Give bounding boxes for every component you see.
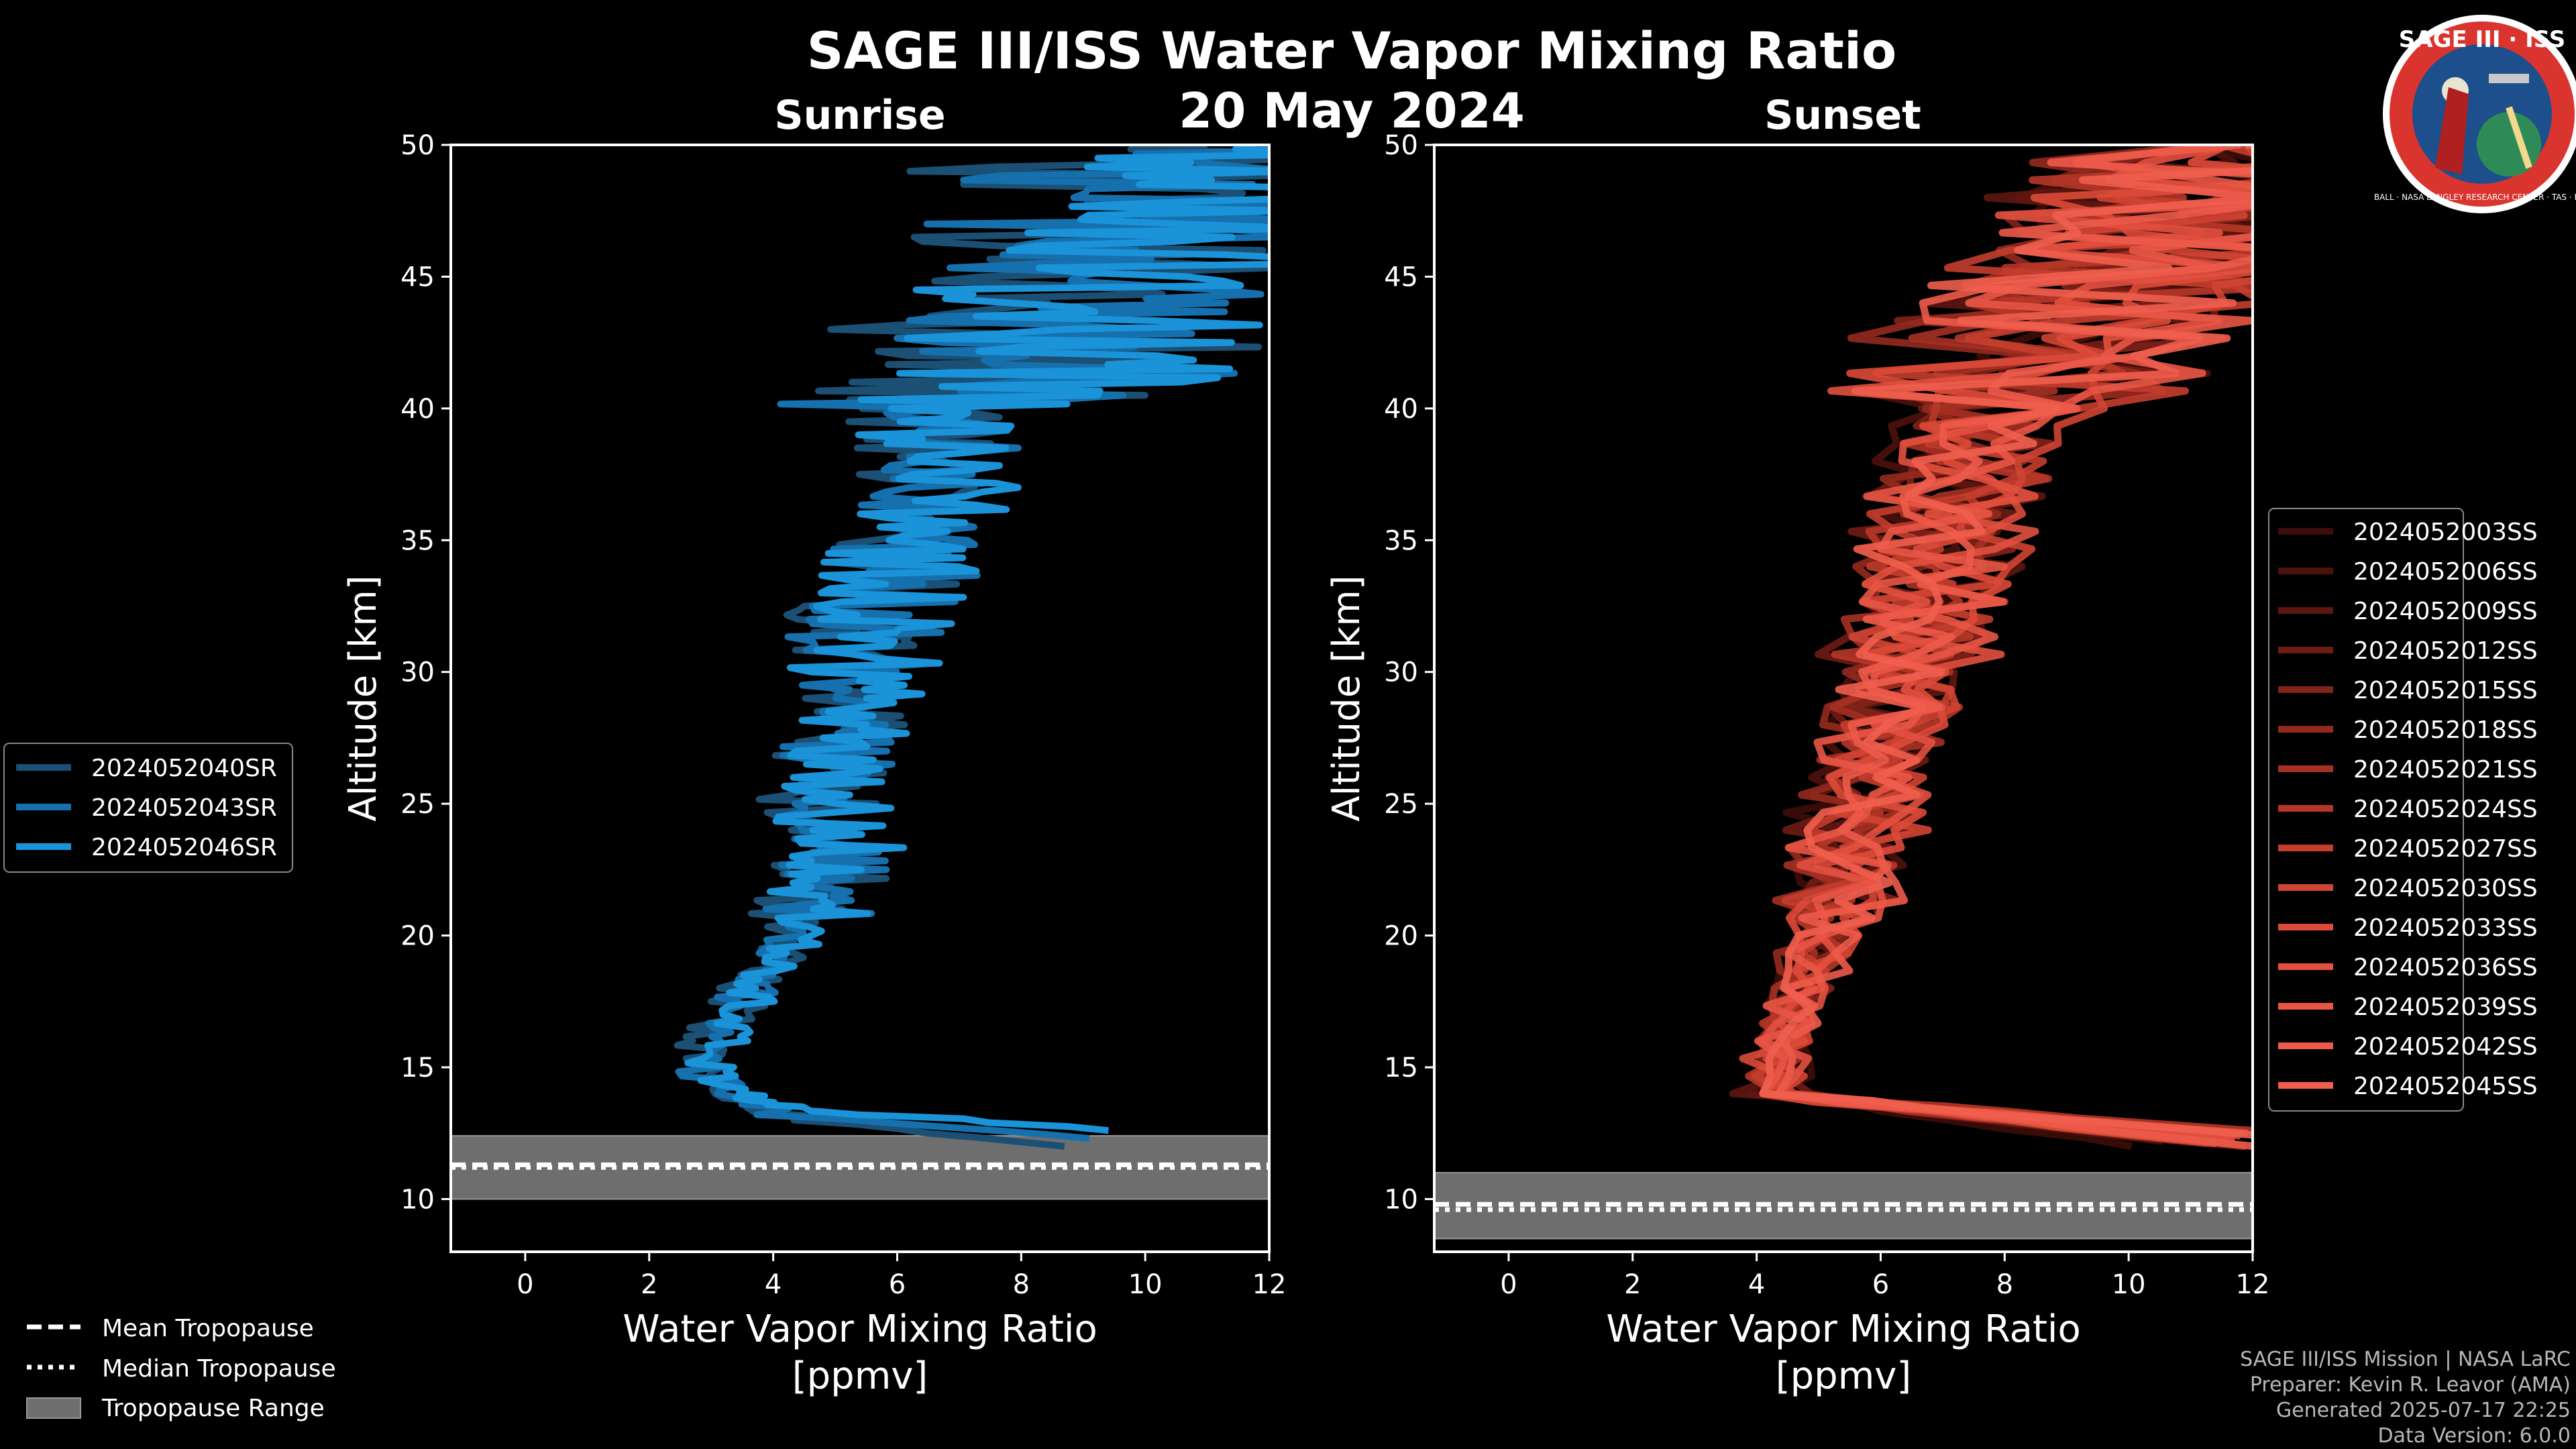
sunset-xtick-label: 12 <box>2236 1269 2270 1300</box>
sunrise-xtick-label: 8 <box>1013 1269 1030 1300</box>
sunset-ytick-label: 45 <box>1384 262 1418 292</box>
legend-label-2024052030SS: 2024052030SS <box>2353 875 2538 902</box>
credit-line-4: Data Version: 6.0.0 <box>2378 1424 2571 1448</box>
sunset-ytick-label: 25 <box>1384 789 1418 820</box>
legend-label-2024052033SS: 2024052033SS <box>2353 914 2538 942</box>
credit-line-1: SAGE III/ISS Mission | NASA LaRC <box>2240 1348 2571 1371</box>
sunset-ytick-label: 50 <box>1384 130 1418 161</box>
sunset-xlabel-line1: Water Vapor Mixing Ratio <box>1606 1307 2080 1351</box>
legend-label-2024052018SS: 2024052018SS <box>2353 716 2538 744</box>
sunset-panel: Sunset 0 2 4 6 8 10 12 10 15 20 25 30 35 40 45 50 Water… <box>1325 92 2270 1398</box>
sunset-ytick-label: 30 <box>1384 657 1418 688</box>
sunset-xtick-label: 4 <box>1748 1269 1765 1300</box>
sunrise-ytick-label: 35 <box>400 525 435 556</box>
sunrise-xtick-label: 4 <box>765 1269 782 1300</box>
sunrise-panel-title: Sunrise <box>774 92 945 139</box>
legend-label-2024052003SS: 2024052003SS <box>2353 519 2538 546</box>
sunrise-ytick-label: 15 <box>400 1053 435 1083</box>
sunset-axes-frame <box>1433 144 2254 1253</box>
legend-label-2024052006SS: 2024052006SS <box>2353 558 2538 586</box>
sunrise-xtick-label: 0 <box>517 1269 533 1300</box>
legend-label-2024052039SS: 2024052039SS <box>2353 994 2538 1021</box>
credits: SAGE III/ISS Mission | NASA LaRC Prepare… <box>2240 1348 2571 1448</box>
legend-label-2024052045SS: 2024052045SS <box>2353 1073 2538 1100</box>
sunrise-xtick-label: 12 <box>1252 1269 1287 1300</box>
sunrise-xtick-label: 10 <box>1128 1269 1163 1300</box>
sunset-xtick-label: 8 <box>1996 1269 2013 1300</box>
sunset-xtick-label: 2 <box>1624 1269 1641 1300</box>
legend-label-2024052012SS: 2024052012SS <box>2353 637 2538 665</box>
legend-label-2024052027SS: 2024052027SS <box>2353 835 2538 863</box>
sunrise-ytick-label: 45 <box>400 262 435 292</box>
legend-label-2024052024SS: 2024052024SS <box>2353 796 2538 823</box>
legend-label-2024052042SS: 2024052042SS <box>2353 1033 2538 1061</box>
tropopause-range-swatch <box>26 1397 81 1419</box>
sunset-legend: 2024052003SS 2024052006SS 2024052009SS 2024… <box>2268 508 2538 1112</box>
sunrise-xlabel-line1: Water Vapor Mixing Ratio <box>623 1307 1097 1351</box>
sunset-ytick-label: 40 <box>1384 394 1418 425</box>
figure-title: SAGE III/ISS Water Vapor Mixing Ratio <box>807 21 1897 80</box>
logo-ring-text: BALL · NASA LANGLEY RESEARCH CENTER · TA… <box>2374 193 2576 202</box>
sunset-ytick-label: 20 <box>1384 921 1418 952</box>
tropopause-range-label: Tropopause Range <box>101 1395 325 1422</box>
sunset-profile-2024052042SS <box>1774 145 2253 1150</box>
sunrise-xtick-label: 2 <box>641 1269 657 1300</box>
sunset-xtick-label: 0 <box>1500 1269 1517 1300</box>
sunset-ytick-label: 35 <box>1384 525 1418 556</box>
mean-tropopause-label: Mean Tropopause <box>102 1315 314 1342</box>
sunrise-xtick-label: 6 <box>889 1269 906 1300</box>
sunrise-profile-2024052046SR <box>684 145 1269 1134</box>
sunrise-ytick-label: 30 <box>400 657 435 688</box>
sunset-xtick-label: 6 <box>1872 1269 1889 1300</box>
median-tropopause-label: Median Tropopause <box>102 1355 336 1383</box>
sunrise-ylabel: Altitude [km] <box>341 575 385 821</box>
sunrise-ytick-label: 40 <box>400 394 435 425</box>
legend-label-2024052046SR: 2024052046SR <box>91 834 277 861</box>
legend-label-2024052021SS: 2024052021SS <box>2353 756 2538 784</box>
tropopause-legend: Mean Tropopause Median Tropopause Tropop… <box>26 1315 336 1422</box>
sunrise-ytick-label: 50 <box>400 130 435 161</box>
sunrise-ytick-label: 20 <box>400 921 435 952</box>
sunset-panel-title: Sunset <box>1764 92 1921 139</box>
sunset-ytick-label: 15 <box>1384 1053 1418 1083</box>
sunset-profile-2024052045SS <box>1759 145 2253 1139</box>
sunrise-profile-2024052040SR <box>674 145 1269 1150</box>
sunrise-ytick-label: 10 <box>400 1184 435 1215</box>
legend-label-2024052043SR: 2024052043SR <box>91 794 277 822</box>
sunset-ylabel: Altitude [km] <box>1325 575 1368 821</box>
sunset-xlabel-line2: [ppmv] <box>1776 1354 1911 1398</box>
sage-iii-iss-logo: SAGE III · ISS BALL · NASA LANGLEY RESEA… <box>2374 15 2576 213</box>
logo-top-text: SAGE III · ISS <box>2399 26 2565 53</box>
sunrise-xlabel-line2: [ppmv] <box>792 1354 928 1398</box>
sunset-ytick-label: 10 <box>1384 1184 1418 1215</box>
legend-label-2024052009SS: 2024052009SS <box>2353 598 2538 625</box>
sunrise-panel: Sunrise 0 2 4 6 8 10 12 10 15 20 25 30 35 40 45 50 Wate… <box>341 92 1287 1398</box>
sunrise-profile-2024052043SR <box>675 145 1269 1142</box>
legend-label-2024052015SS: 2024052015SS <box>2353 677 2538 704</box>
figure-date: 20 May 2024 <box>1179 83 1525 139</box>
credit-line-2: Preparer: Kevin R. Leavor (AMA) <box>2250 1373 2571 1397</box>
sunrise-legend: 2024052040SR 2024052043SR 2024052046SR <box>3 743 293 873</box>
sunset-xtick-label: 10 <box>2112 1269 2146 1300</box>
credit-line-3: Generated 2025-07-17 22:25 <box>2276 1399 2571 1422</box>
sunrise-ytick-label: 25 <box>400 789 435 820</box>
legend-label-2024052040SR: 2024052040SR <box>91 755 277 782</box>
sunrise-axes-frame <box>449 144 1271 1253</box>
legend-label-2024052036SS: 2024052036SS <box>2353 954 2538 981</box>
